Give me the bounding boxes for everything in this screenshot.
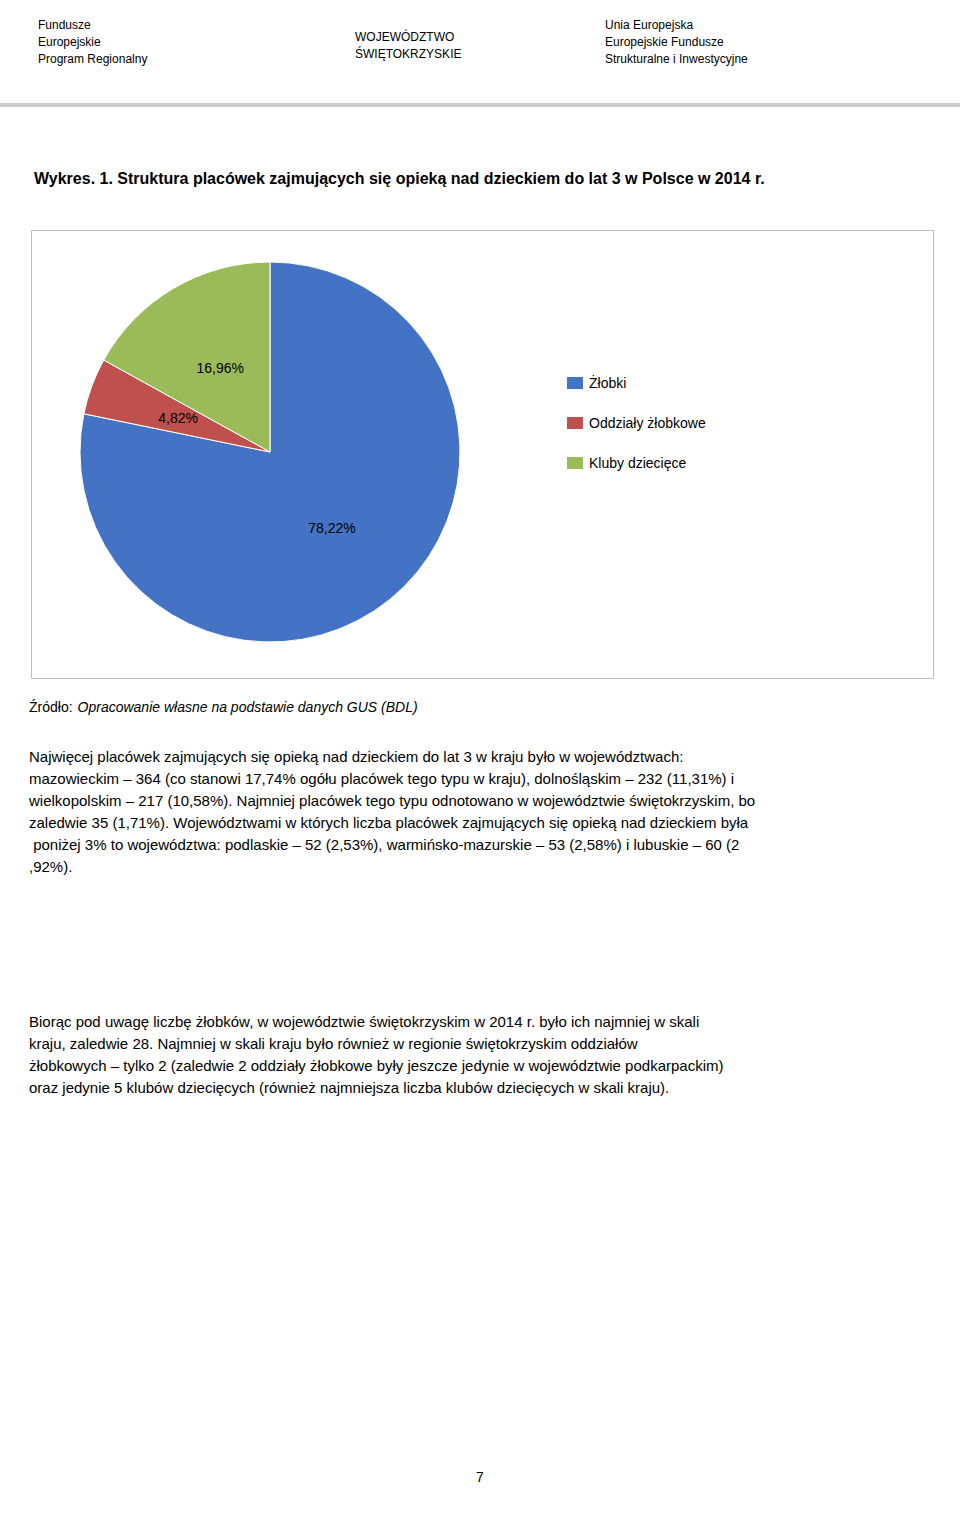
svg-text:Źródło:: Źródło: xyxy=(29,699,73,715)
svg-text:ŚWIĘTOKRZYSKIE: ŚWIĘTOKRZYSKIE xyxy=(355,46,461,61)
svg-text:Strukturalne i Inwestycyjne: Strukturalne i Inwestycyjne xyxy=(605,52,748,66)
svg-text:,92%).: ,92%). xyxy=(29,858,72,875)
svg-text:16,96%: 16,96% xyxy=(196,360,243,376)
svg-text:oraz jedynie 5 klubów dziecięc: oraz jedynie 5 klubów dziecięcych (równi… xyxy=(29,1079,669,1096)
svg-text:Kluby dziecięce: Kluby dziecięce xyxy=(589,455,686,471)
svg-text:Wykres. 1. Struktura placówek: Wykres. 1. Struktura placówek zajmującyc… xyxy=(34,170,765,187)
svg-text:Opracowanie własne na podstawi: Opracowanie własne na podstawie danych G… xyxy=(78,699,418,715)
svg-text:mazowieckim – 364 (co stanowi: mazowieckim – 364 (co stanowi 17,74% ogó… xyxy=(29,770,738,787)
svg-text:Żłobki: Żłobki xyxy=(589,374,626,391)
svg-text:Oddziały żłobkowe: Oddziały żłobkowe xyxy=(589,415,706,431)
svg-text:Fundusze: Fundusze xyxy=(38,18,91,32)
svg-text:kraju, zaledwie 28. Najmniej w: kraju, zaledwie 28. Najmniej w skali kra… xyxy=(29,1035,642,1052)
svg-text:wielkopolskim – 217 (10,58%).: wielkopolskim – 217 (10,58%). Najmniej p… xyxy=(28,792,759,809)
svg-text:żłobkowych – tylko 2 (zaledwie: żłobkowych – tylko 2 (zaledwie 2 oddział… xyxy=(29,1057,728,1074)
svg-text:Unia Europejska: Unia Europejska xyxy=(605,18,693,32)
svg-text:zaledwie 35 (1,71%). Województ: zaledwie 35 (1,71%). Województwami w któ… xyxy=(29,814,749,831)
svg-text:7: 7 xyxy=(476,1469,484,1485)
svg-text:Europejskie Fundusze: Europejskie Fundusze xyxy=(605,35,724,49)
svg-text:poniżej 3% to województwa: pod: poniżej 3% to województwa: podlaskie – 5… xyxy=(29,836,739,853)
svg-text:4,82%: 4,82% xyxy=(158,410,198,426)
svg-text:Najwięcej placówek zajmujących: Najwięcej placówek zajmujących się opiek… xyxy=(29,748,688,765)
svg-text:Europejskie: Europejskie xyxy=(38,35,101,49)
svg-text:78,22%: 78,22% xyxy=(308,520,355,536)
svg-text:Program Regionalny: Program Regionalny xyxy=(38,52,147,66)
svg-text:WOJEWÓDZTWO: WOJEWÓDZTWO xyxy=(355,29,454,44)
svg-text:Biorąc pod uwagę liczbę żłobkó: Biorąc pod uwagę liczbę żłobków, w wojew… xyxy=(29,1013,703,1030)
